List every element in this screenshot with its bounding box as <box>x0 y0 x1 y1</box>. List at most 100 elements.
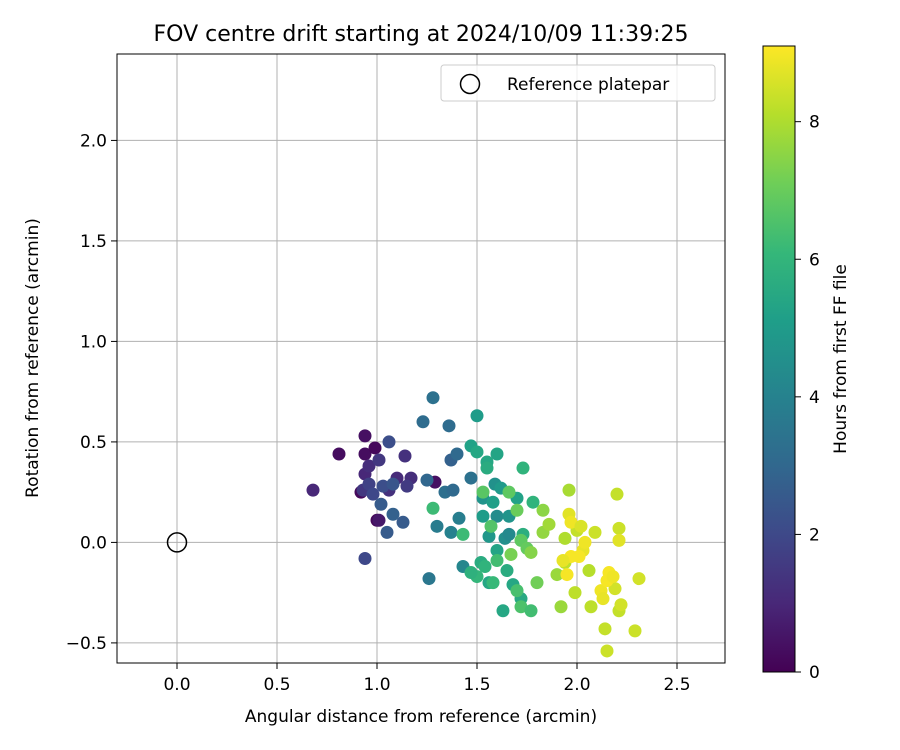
data-point <box>482 529 496 543</box>
data-point <box>446 483 460 497</box>
reference-marker <box>166 532 188 553</box>
data-point <box>382 435 396 449</box>
data-point <box>470 409 484 423</box>
data-point <box>612 533 626 547</box>
data-point <box>430 519 444 533</box>
data-point <box>420 473 434 487</box>
x-axis-label: Angular distance from reference (arcmin) <box>245 707 597 727</box>
data-point <box>536 503 550 517</box>
y-tick-label: 2.0 <box>80 131 107 151</box>
data-point <box>476 509 490 523</box>
data-point <box>380 525 394 539</box>
data-point <box>524 545 538 559</box>
data-point <box>366 487 380 501</box>
data-point <box>554 600 568 614</box>
data-point <box>368 441 382 455</box>
colorbar-tick-label: 8 <box>809 113 820 133</box>
y-axis-ticks: −0.5 0.0 0.5 1.0 1.5 2.0 <box>66 131 117 654</box>
data-point <box>516 461 530 475</box>
colorbar-tick-label: 6 <box>809 250 820 270</box>
data-point <box>510 584 524 598</box>
x-tick-label: 2.0 <box>563 675 590 695</box>
colorbar-ticks: 0 2 4 6 8 <box>795 113 820 683</box>
y-tick-label: 0.0 <box>80 533 107 553</box>
data-point <box>502 527 516 541</box>
data-point <box>464 566 478 580</box>
data-point <box>568 586 582 600</box>
x-axis-ticks: 0.0 0.5 1.0 1.5 2.0 2.5 <box>163 663 691 695</box>
data-point <box>398 449 412 463</box>
grid <box>117 54 725 663</box>
data-point <box>564 515 578 529</box>
y-tick-label: 0.5 <box>80 433 107 453</box>
y-tick-label: 1.5 <box>80 232 107 252</box>
data-point <box>584 600 598 614</box>
data-point <box>400 479 414 493</box>
data-point <box>600 644 614 658</box>
data-point <box>332 447 346 461</box>
data-point <box>444 525 458 539</box>
data-point <box>562 483 576 497</box>
data-point <box>416 415 430 429</box>
data-point <box>556 553 570 567</box>
data-point <box>490 553 504 567</box>
colorbar-tick-label: 4 <box>809 388 820 408</box>
data-point <box>504 547 518 561</box>
x-tick-label: 1.0 <box>363 675 390 695</box>
data-point <box>426 501 440 515</box>
data-point <box>386 507 400 521</box>
data-point <box>596 592 610 606</box>
y-tick-label: 1.0 <box>80 332 107 352</box>
data-point <box>632 572 646 586</box>
data-point <box>486 495 500 509</box>
data-point <box>500 564 514 578</box>
x-tick-label: 1.5 <box>463 675 490 695</box>
data-point <box>486 576 500 590</box>
data-point <box>376 479 390 493</box>
legend: Reference platepar <box>440 64 716 102</box>
data-point <box>606 570 620 584</box>
data-point <box>372 513 386 527</box>
data-point <box>464 471 478 485</box>
data-point <box>560 568 574 582</box>
data-point <box>476 485 490 499</box>
data-point <box>514 600 528 614</box>
data-point <box>502 485 516 499</box>
data-point <box>530 576 544 590</box>
data-point <box>386 477 400 491</box>
data-point <box>452 511 466 525</box>
data-point <box>496 604 510 618</box>
data-point <box>614 598 628 612</box>
data-point <box>306 483 320 497</box>
x-tick-label: 0.0 <box>163 675 190 695</box>
data-point <box>542 517 556 531</box>
data-point <box>396 515 410 529</box>
y-axis-label: Rotation from reference (arcmin) <box>23 218 43 498</box>
data-point <box>550 568 564 582</box>
data-point <box>374 497 388 511</box>
legend-entry-label: Reference platepar <box>507 75 669 95</box>
chart-title: FOV centre drift starting at 2024/10/09 … <box>154 22 689 47</box>
data-point <box>524 604 538 618</box>
data-point <box>362 477 376 491</box>
data-point <box>362 459 376 473</box>
data-point <box>422 572 436 586</box>
data-point <box>478 560 492 574</box>
data-point <box>578 535 592 549</box>
data-point <box>358 447 372 461</box>
y-tick-label: −0.5 <box>66 634 107 654</box>
data-point <box>490 509 504 523</box>
data-point <box>484 519 498 533</box>
data-point <box>526 495 540 509</box>
data-point <box>358 429 372 443</box>
data-point <box>574 519 588 533</box>
colorbar-tick-label: 2 <box>809 525 820 545</box>
data-point <box>358 551 372 565</box>
data-point <box>610 487 624 501</box>
data-point <box>490 543 504 557</box>
data-point <box>372 453 386 467</box>
data-point <box>490 447 504 461</box>
x-tick-label: 0.5 <box>263 675 290 695</box>
data-point <box>480 461 494 475</box>
